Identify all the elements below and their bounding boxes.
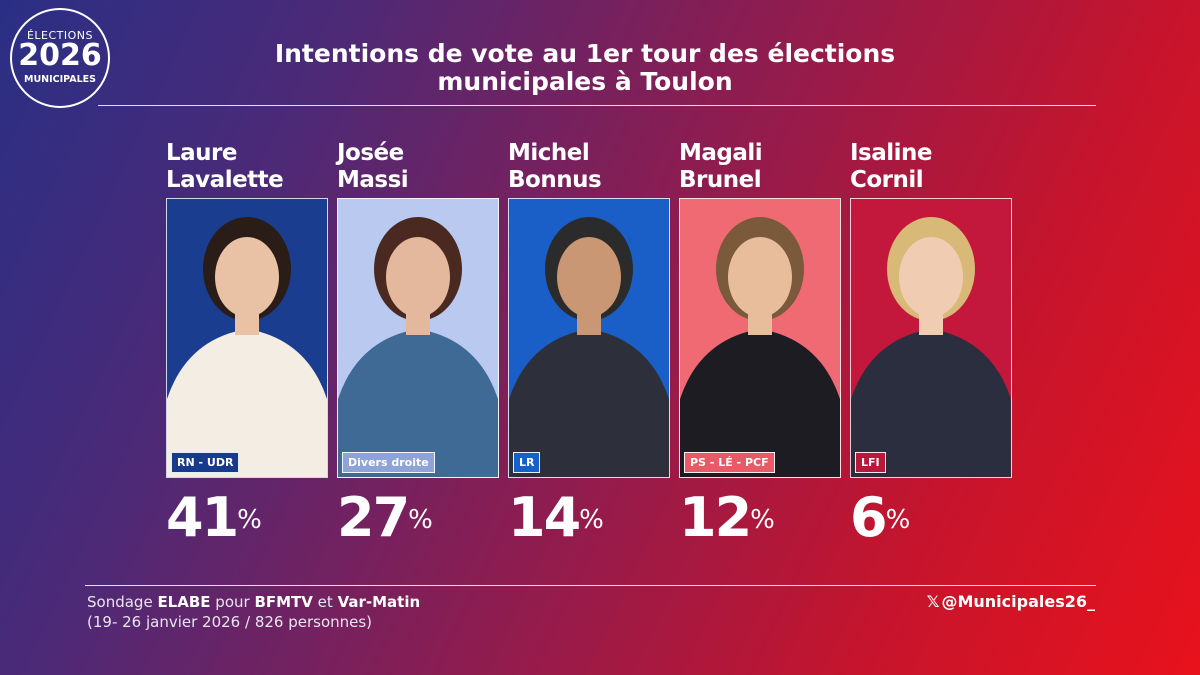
portrait-body xyxy=(509,329,669,477)
candidate-name: Magali Brunel xyxy=(679,140,841,196)
candidate-name: Isaline Cornil xyxy=(850,140,1012,196)
percent-sign: % xyxy=(885,505,911,535)
title-text: Intentions de vote au 1er tour des élect… xyxy=(274,39,896,96)
portrait-illustration xyxy=(338,217,498,477)
percent-value: 14 xyxy=(508,486,581,549)
candidate-card-4: Magali Brunel PS - LÉ - PCF 12% xyxy=(679,140,841,548)
percent-sign: % xyxy=(750,505,775,535)
portrait-body xyxy=(851,329,1011,477)
candidate-photo: RN - UDR xyxy=(166,198,328,478)
percent-value: 27 xyxy=(337,486,410,549)
party-badge: LFI xyxy=(855,452,886,473)
candidate-photo: Divers droite xyxy=(337,198,499,478)
source-media2: Var-Matin xyxy=(337,593,421,611)
portrait-face xyxy=(386,237,450,317)
candidate-card-1: Laure Lavalette RN - UDR 41% xyxy=(166,140,328,548)
candidate-first-name: Michel xyxy=(508,140,590,166)
candidate-last-name: Brunel xyxy=(679,167,762,193)
source-details: (19- 26 janvier 2026 / 826 personnes) xyxy=(87,613,373,631)
handle-text: @Municipales26_ xyxy=(941,592,1095,611)
candidate-card-5: Isaline Cornil LFI 6% xyxy=(850,140,1012,548)
candidate-name: Michel Bonnus xyxy=(508,140,670,196)
party-badge: Divers droite xyxy=(342,452,435,473)
percent-value: 6 xyxy=(850,486,888,549)
footer-divider xyxy=(85,585,1096,586)
logo-line1: ÉLECTIONS xyxy=(26,29,94,42)
x-logo-icon: 𝕏 xyxy=(926,592,940,611)
candidate-percent: 6% xyxy=(850,488,910,548)
candidate-name: Laure Lavalette xyxy=(166,140,328,196)
party-badge: LR xyxy=(513,452,541,473)
source-pre: Sondage xyxy=(87,593,158,611)
candidate-percent: 41% xyxy=(166,488,262,548)
candidate-photo: LFI xyxy=(850,198,1012,478)
social-handle[interactable]: 𝕏 @Municipales26_ xyxy=(927,592,1095,611)
portrait-illustration xyxy=(509,217,669,477)
portrait-face xyxy=(728,237,792,317)
portrait-body xyxy=(167,329,327,477)
source-pollster: ELABE xyxy=(157,593,211,611)
candidate-first-name: Magali xyxy=(679,140,763,166)
candidate-first-name: Laure xyxy=(166,140,238,166)
candidate-last-name: Cornil xyxy=(850,167,924,193)
candidate-photo: LR xyxy=(508,198,670,478)
source-media1: BFMTV xyxy=(254,593,313,611)
source-line: Sondage ELABE pour BFMTV et Var-Matin xyxy=(87,592,420,612)
percent-sign: % xyxy=(237,505,262,535)
candidate-last-name: Massi xyxy=(337,167,409,193)
candidate-name: Josée Massi xyxy=(337,140,499,196)
percent-value: 12 xyxy=(679,486,752,549)
candidate-percent: 27% xyxy=(337,488,433,548)
logo-line2: 2026 xyxy=(18,38,102,73)
candidate-last-name: Bonnus xyxy=(508,167,602,193)
page-title: Intentions de vote au 1er tour des élect… xyxy=(200,40,970,96)
elections-2026-logo: ÉLECTIONS 2026 MUNICIPALES xyxy=(10,8,110,108)
candidate-percent: 14% xyxy=(508,488,604,548)
portrait-body xyxy=(680,329,840,477)
percent-sign: % xyxy=(408,505,433,535)
candidate-first-name: Isaline xyxy=(850,140,933,166)
portrait-body xyxy=(338,329,498,477)
candidate-percent: 12% xyxy=(679,488,775,548)
percent-sign: % xyxy=(579,505,604,535)
poll-source: Sondage ELABE pour BFMTV et Var-Matin (1… xyxy=(87,592,420,632)
candidate-last-name: Lavalette xyxy=(166,167,284,193)
portrait-face xyxy=(215,237,279,317)
party-badge: RN - UDR xyxy=(171,452,240,473)
portrait-illustration xyxy=(680,217,840,477)
title-divider xyxy=(98,105,1096,106)
portrait-face xyxy=(899,237,963,317)
portrait-illustration xyxy=(167,217,327,477)
candidate-photo: PS - LÉ - PCF xyxy=(679,198,841,478)
candidate-first-name: Josée xyxy=(337,140,404,166)
candidate-card-3: Michel Bonnus LR 14% xyxy=(508,140,670,548)
source-mid: pour xyxy=(210,593,255,611)
logo-line3: MUNICIPALES xyxy=(24,74,96,85)
percent-value: 41 xyxy=(166,486,239,549)
portrait-illustration xyxy=(851,217,1011,477)
party-badge: PS - LÉ - PCF xyxy=(684,452,775,473)
portrait-face xyxy=(557,237,621,317)
candidate-card-2: Josée Massi Divers droite 27% xyxy=(337,140,499,548)
source-and: et xyxy=(312,593,338,611)
